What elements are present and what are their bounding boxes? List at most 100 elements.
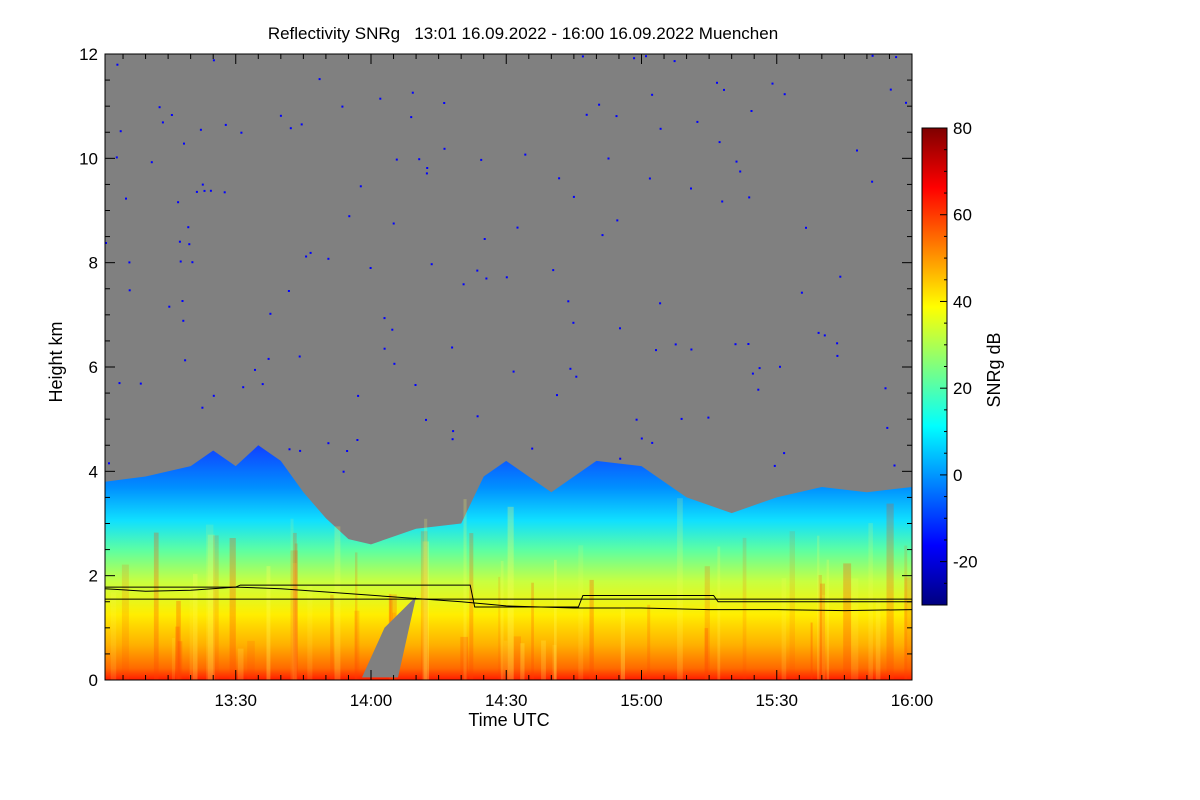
noise-speckle [552, 269, 555, 272]
noise-speckle [805, 226, 807, 229]
noise-speckle [150, 161, 153, 164]
noise-speckle [410, 116, 413, 119]
x-tick-label: 13:30 [214, 691, 257, 710]
noise-speckle [411, 91, 414, 94]
noise-speckle [575, 375, 578, 378]
noise-speckle [178, 240, 181, 243]
noise-speckle [181, 300, 184, 302]
noise-speckle [476, 269, 479, 272]
x-tick-label: 14:30 [485, 691, 528, 710]
noise-speckle [633, 57, 636, 60]
noise-speckle [177, 201, 180, 204]
precip-streak [237, 648, 244, 680]
noise-speckle [476, 415, 479, 418]
precip-streak [193, 573, 198, 680]
precip-streak [503, 640, 508, 680]
precip-streak [552, 644, 557, 680]
precip-streak [460, 636, 469, 680]
noise-speckle [425, 418, 427, 421]
precip-streak [463, 499, 467, 680]
precip-streak [507, 506, 514, 680]
noise-speckle [451, 438, 454, 441]
noise-speckle [558, 177, 561, 180]
noise-speckle [223, 191, 226, 194]
noise-speckle [572, 321, 575, 324]
colorbar [921, 127, 948, 606]
precip-streak [266, 566, 271, 680]
colorbar-tick-label: 20 [953, 379, 972, 398]
noise-speckle [783, 452, 786, 455]
noise-speckle [751, 372, 754, 375]
noise-speckle [747, 343, 750, 345]
noise-speckle [616, 219, 619, 222]
precip-streak [677, 498, 683, 680]
precip-streak [292, 563, 297, 680]
noise-speckle [895, 56, 898, 59]
y-tick-label: 4 [89, 462, 98, 481]
noise-speckle [261, 383, 264, 386]
noise-speckle [723, 88, 725, 91]
noise-speckle [659, 302, 662, 305]
noise-speckle [516, 226, 519, 229]
noise-speckle [871, 180, 874, 183]
noise-speckle [379, 97, 382, 100]
noise-speckle [119, 130, 122, 133]
noise-speckle [108, 462, 110, 465]
precip-streak [821, 594, 826, 680]
precip-streak [810, 622, 813, 680]
noise-speckle [480, 158, 483, 161]
noise-speckle [690, 348, 693, 351]
noise-speckle [254, 368, 256, 371]
noise-speckle [748, 196, 751, 199]
noise-speckle [203, 189, 206, 192]
noise-speckle [182, 319, 185, 322]
noise-speckle [395, 158, 398, 161]
noise-speckle [462, 283, 465, 286]
noise-speckle [512, 370, 515, 373]
noise-speckle [346, 450, 349, 452]
noise-speckle [758, 367, 761, 370]
precip-streak [717, 546, 721, 680]
noise-speckle [418, 158, 421, 161]
colorbar-tick-label: 60 [953, 206, 972, 225]
noise-speckle [607, 157, 610, 160]
precip-streak [513, 636, 521, 680]
noise-speckle [425, 172, 428, 175]
precip-streak [620, 606, 625, 680]
noise-speckle [839, 275, 842, 278]
precip-streak [789, 531, 795, 680]
noise-speckle [191, 261, 194, 264]
precip-streak [334, 526, 341, 680]
colorbar-tick-label: 80 [953, 119, 972, 138]
noise-speckle [648, 177, 651, 180]
noise-speckle [183, 142, 185, 145]
precip-streak [886, 503, 894, 680]
gap-region [362, 596, 417, 678]
noise-speckle [856, 149, 858, 152]
noise-speckle [619, 457, 622, 460]
precip-streak [826, 559, 830, 680]
precip-streak [110, 592, 117, 680]
colorbar-tick-label: 0 [953, 466, 962, 485]
noise-speckle [105, 242, 107, 244]
noise-speckle [531, 447, 534, 450]
noise-speckle [309, 251, 312, 254]
noise-speckle [696, 120, 699, 123]
colorbar-tick-label: 40 [953, 292, 972, 311]
noise-speckle [443, 147, 446, 150]
precip-streak [817, 535, 820, 680]
noise-speckle [269, 312, 272, 315]
noise-speckle [348, 215, 351, 218]
noise-speckles [105, 54, 907, 473]
noise-speckle [305, 255, 308, 258]
noise-speckle [524, 153, 527, 156]
x-axis-label: Time UTC [468, 710, 549, 730]
noise-speckle [585, 113, 588, 116]
noise-speckle [572, 195, 575, 198]
noise-speckle [201, 183, 204, 186]
noise-speckle [289, 127, 292, 130]
noise-speckle [823, 334, 826, 337]
noise-speckle [187, 226, 190, 229]
noise-speckle [735, 160, 738, 163]
